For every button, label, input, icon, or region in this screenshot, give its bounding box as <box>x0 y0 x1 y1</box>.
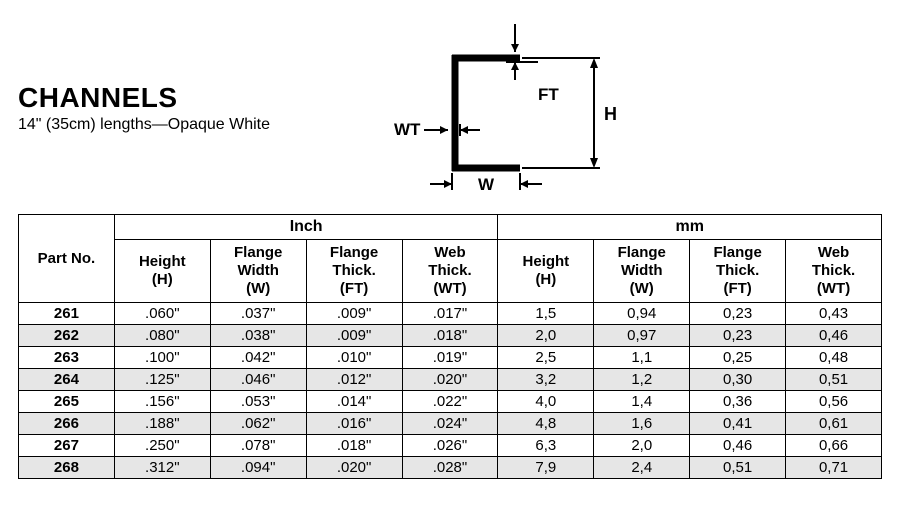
cell-value: .018" <box>402 325 498 347</box>
cell-value: .012" <box>306 369 402 391</box>
table-row: 265.156".053".014".022"4,01,40,360,56 <box>19 391 882 413</box>
cell-value: 2,5 <box>498 347 594 369</box>
diagram-label-wt: WT <box>394 120 421 139</box>
cell-value: 0,30 <box>690 369 786 391</box>
cell-value: 2,0 <box>594 435 690 457</box>
col-head-2: FlangeThick.(FT) <box>306 240 402 303</box>
cell-value: .009" <box>306 303 402 325</box>
col-group-inch: Inch <box>114 215 498 240</box>
cell-value: .188" <box>114 413 210 435</box>
cell-value: 2,0 <box>498 325 594 347</box>
cell-value: .062" <box>210 413 306 435</box>
channel-diagram: WT W <box>390 18 650 196</box>
cell-value: 0,97 <box>594 325 690 347</box>
cell-value: .042" <box>210 347 306 369</box>
col-head-1: FlangeWidth(W) <box>210 240 306 303</box>
table-row: 261.060".037".009".017"1,50,940,230,43 <box>19 303 882 325</box>
cell-part-no: 262 <box>19 325 115 347</box>
cell-value: 1,4 <box>594 391 690 413</box>
cell-value: .094" <box>210 457 306 479</box>
cell-value: 0,46 <box>786 325 882 347</box>
col-head-4: Height(H) <box>498 240 594 303</box>
cell-value: .078" <box>210 435 306 457</box>
cell-value: 2,4 <box>594 457 690 479</box>
cell-value: .026" <box>402 435 498 457</box>
cell-value: .009" <box>306 325 402 347</box>
cell-value: .017" <box>402 303 498 325</box>
cell-part-no: 266 <box>19 413 115 435</box>
cell-value: 0,66 <box>786 435 882 457</box>
cell-value: .312" <box>114 457 210 479</box>
cell-value: 0,48 <box>786 347 882 369</box>
col-head-5: FlangeWidth(W) <box>594 240 690 303</box>
cell-value: .022" <box>402 391 498 413</box>
cell-value: 4,0 <box>498 391 594 413</box>
cell-part-no: 267 <box>19 435 115 457</box>
table-row: 266.188".062".016".024"4,81,60,410,61 <box>19 413 882 435</box>
cell-value: .018" <box>306 435 402 457</box>
cell-value: 0,46 <box>690 435 786 457</box>
col-head-6: FlangeThick.(FT) <box>690 240 786 303</box>
col-group-mm: mm <box>498 215 882 240</box>
table-row: 263.100".042".010".019"2,51,10,250,48 <box>19 347 882 369</box>
cell-part-no: 263 <box>19 347 115 369</box>
cell-value: .060" <box>114 303 210 325</box>
cell-part-no: 265 <box>19 391 115 413</box>
cell-value: .053" <box>210 391 306 413</box>
table-row: 264.125".046".012".020"3,21,20,300,51 <box>19 369 882 391</box>
cell-value: 4,8 <box>498 413 594 435</box>
cell-value: .100" <box>114 347 210 369</box>
cell-value: .250" <box>114 435 210 457</box>
cell-value: .046" <box>210 369 306 391</box>
cell-value: 0,23 <box>690 325 786 347</box>
table-row: 267.250".078".018".026"6,32,00,460,66 <box>19 435 882 457</box>
col-head-7: WebThick.(WT) <box>786 240 882 303</box>
cell-value: .037" <box>210 303 306 325</box>
subtitle: 14" (35cm) lengths—Opaque White <box>18 116 270 134</box>
cell-value: 3,2 <box>498 369 594 391</box>
cell-value: 0,71 <box>786 457 882 479</box>
cell-value: 0,36 <box>690 391 786 413</box>
cell-value: 0,61 <box>786 413 882 435</box>
table-row: 268.312".094".020".028"7,92,40,510,71 <box>19 457 882 479</box>
cell-value: 0,94 <box>594 303 690 325</box>
cell-value: .038" <box>210 325 306 347</box>
col-head-0: Height(H) <box>114 240 210 303</box>
cell-part-no: 264 <box>19 369 115 391</box>
cell-value: 0,51 <box>690 457 786 479</box>
cell-value: .156" <box>114 391 210 413</box>
cell-part-no: 268 <box>19 457 115 479</box>
diagram-label-h: H <box>604 104 617 124</box>
diagram-label-ft: FT <box>538 85 559 104</box>
cell-value: 0,43 <box>786 303 882 325</box>
cell-value: .020" <box>402 369 498 391</box>
cell-value: 1,2 <box>594 369 690 391</box>
col-head-3: WebThick.(WT) <box>402 240 498 303</box>
cell-value: 1,1 <box>594 347 690 369</box>
cell-value: 1,6 <box>594 413 690 435</box>
cell-value: .019" <box>402 347 498 369</box>
cell-value: 0,25 <box>690 347 786 369</box>
cell-value: 0,51 <box>786 369 882 391</box>
table-row: 262.080".038".009".018"2,00,970,230,46 <box>19 325 882 347</box>
channels-table: Part No. Inch mm Height(H)FlangeWidth(W)… <box>18 214 882 479</box>
cell-value: .020" <box>306 457 402 479</box>
cell-value: 6,3 <box>498 435 594 457</box>
cell-value: 0,56 <box>786 391 882 413</box>
cell-part-no: 261 <box>19 303 115 325</box>
cell-value: .024" <box>402 413 498 435</box>
page-title: CHANNELS <box>18 82 270 114</box>
cell-value: .125" <box>114 369 210 391</box>
cell-value: .028" <box>402 457 498 479</box>
cell-value: .080" <box>114 325 210 347</box>
diagram-label-w: W <box>478 175 495 194</box>
cell-value: .014" <box>306 391 402 413</box>
cell-value: 0,41 <box>690 413 786 435</box>
col-part-no: Part No. <box>19 215 115 303</box>
cell-value: .016" <box>306 413 402 435</box>
cell-value: 0,23 <box>690 303 786 325</box>
cell-value: .010" <box>306 347 402 369</box>
cell-value: 7,9 <box>498 457 594 479</box>
cell-value: 1,5 <box>498 303 594 325</box>
